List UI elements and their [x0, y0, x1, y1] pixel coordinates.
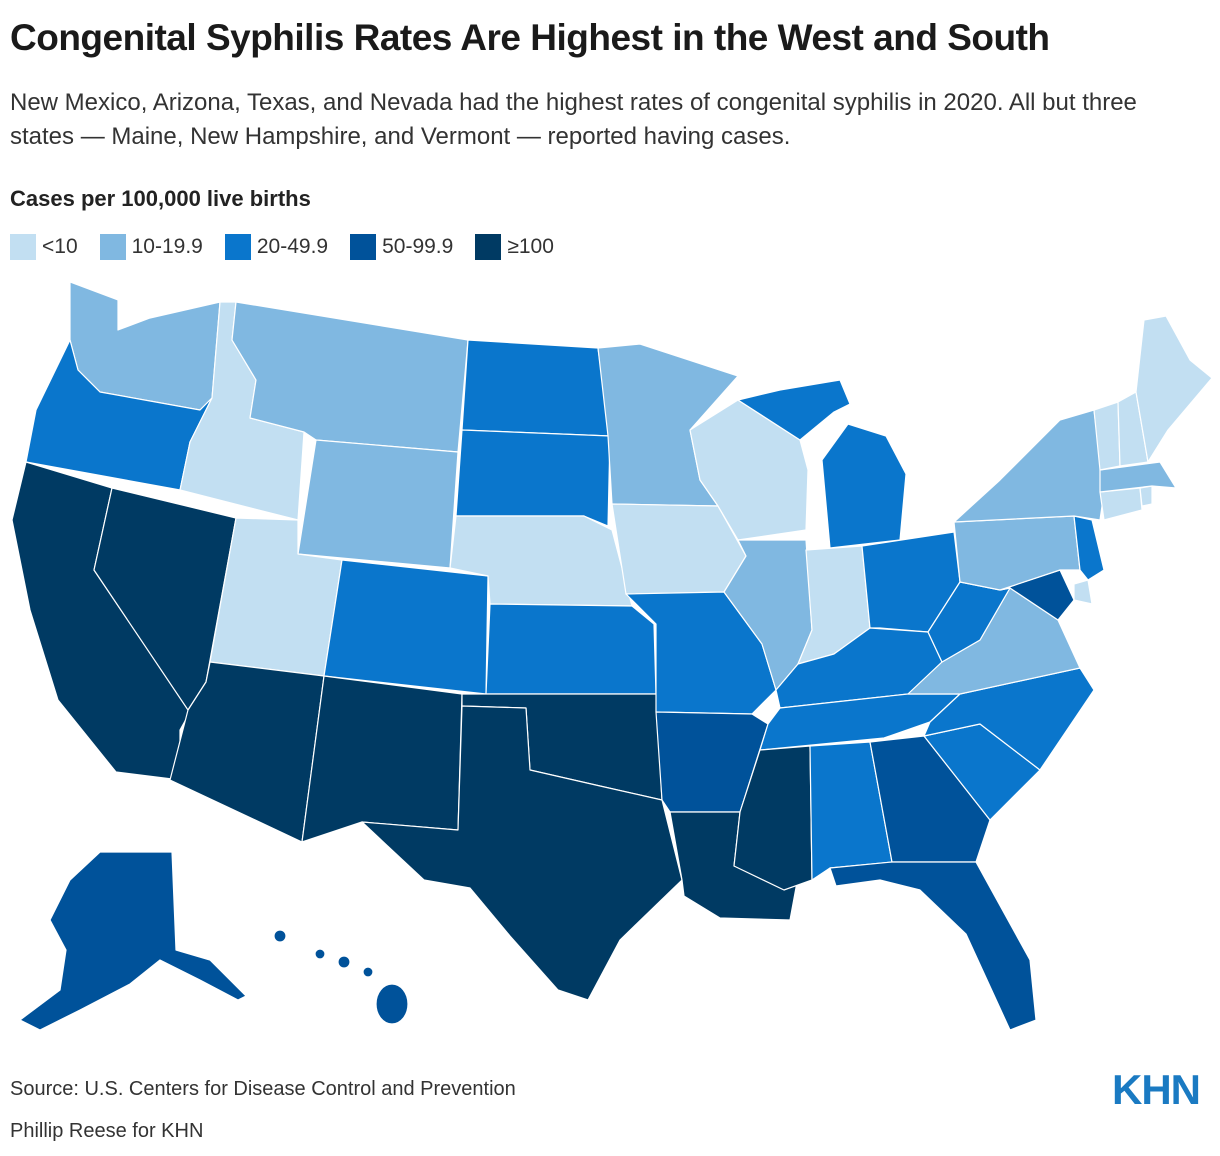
legend-swatch-10-19 — [99, 234, 126, 260]
legend-swatch-20-49 — [224, 234, 251, 260]
legend-item-10-19: 10-19.9 — [99, 234, 203, 260]
state-florida[interactable] — [829, 861, 1037, 1031]
legend-item-lt10: <10 — [10, 234, 78, 260]
legend-label-50-99: 50-99.9 — [382, 235, 454, 258]
us-choropleth-map — [11, 281, 1213, 1031]
legend-title: Cases per 100,000 live births — [10, 186, 311, 211]
state-montana[interactable] — [231, 301, 469, 453]
state-new-jersey[interactable] — [1073, 515, 1105, 581]
legend-item-gte100: ≥100 — [475, 234, 554, 260]
legend-swatch-50-99 — [350, 234, 377, 260]
state-new-york[interactable] — [953, 409, 1105, 523]
chart-subtitle: New Mexico, Arizona, Texas, and Nevada h… — [10, 89, 1137, 150]
state-north-dakota[interactable] — [461, 339, 611, 437]
credit-note: Phillip Reese for KHN — [10, 1120, 204, 1142]
legend-swatch-gte100 — [475, 234, 502, 260]
state-rhode-island[interactable] — [1139, 485, 1153, 507]
state-massachusetts[interactable] — [1099, 461, 1177, 493]
legend-swatch-lt10 — [10, 234, 36, 260]
state-georgia[interactable] — [869, 735, 991, 863]
state-wyoming[interactable] — [297, 439, 459, 569]
state-south-dakota[interactable] — [455, 429, 611, 527]
source-note: Source: U.S. Centers for Disease Control… — [10, 1078, 516, 1100]
state-texas[interactable] — [361, 705, 683, 1001]
legend-item-20-49: 20-49.9 — [224, 234, 329, 260]
state-alaska[interactable] — [19, 851, 247, 1031]
state-connecticut[interactable] — [1099, 487, 1143, 521]
legend-label-20-49: 20-49.9 — [256, 235, 329, 258]
state-new-mexico[interactable] — [301, 675, 463, 843]
state-maine[interactable] — [1135, 315, 1213, 463]
chart-title: Congenital Syphilis Rates Are Highest in… — [10, 17, 1050, 58]
legend-label-lt10: <10 — [42, 235, 78, 258]
legend-item-50-99: 50-99.9 — [350, 234, 453, 260]
legend: <10 10-19.9 20-49.9 50-99.9 ≥100 — [10, 232, 576, 262]
state-colorado[interactable] — [323, 559, 489, 695]
khn-logo: KHN — [1112, 1066, 1201, 1113]
state-hawaii[interactable] — [273, 929, 409, 1025]
state-kansas[interactable] — [485, 603, 657, 695]
legend-label-gte100: ≥100 — [507, 235, 554, 258]
legend-label-10-19: 10-19.9 — [131, 235, 203, 258]
state-delaware[interactable] — [1073, 579, 1093, 605]
states-group — [11, 281, 1213, 1031]
